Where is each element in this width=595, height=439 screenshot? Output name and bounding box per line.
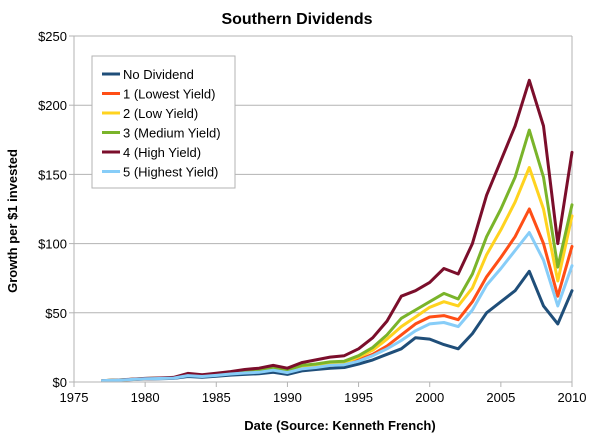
y-tick-label: $200	[38, 98, 67, 113]
y-tick-label: $150	[38, 167, 67, 182]
chart-title: Southern Dividends	[221, 11, 372, 28]
legend-label: 5 (Highest Yield)	[123, 165, 218, 180]
x-tick-label: 2000	[415, 390, 444, 405]
x-tick-label: 1995	[344, 390, 373, 405]
legend-label: No Dividend	[123, 67, 194, 82]
y-tick-label: $50	[45, 306, 67, 321]
series-line-6	[101, 231, 574, 383]
tick-labels: $0 $50 $100 $150 $200 $250 1975 1980 1985 1990 199…	[38, 29, 586, 405]
legend: No Dividend 1 (Lowest Yield) 2 (Low Yield)…	[91, 55, 236, 189]
x-tick-label: 1990	[273, 390, 302, 405]
y-axis-title: Growth per $1 invested	[5, 149, 20, 293]
y-tick-label: $100	[38, 237, 67, 252]
x-tick-label: 1980	[131, 390, 160, 405]
series-lines	[101, 78, 574, 383]
legend-label: 2 (Low Yield)	[123, 106, 198, 121]
axes	[69, 35, 573, 387]
x-tick-label: 2010	[558, 390, 587, 405]
legend-label: 1 (Lowest Yield)	[123, 87, 216, 102]
x-axis-title: Date (Source: Kenneth French)	[244, 418, 435, 433]
legend-label: 3 (Medium Yield)	[123, 126, 221, 141]
x-tick-label: 2005	[486, 390, 515, 405]
x-tick-label: 1975	[60, 390, 89, 405]
x-tick-label: 1985	[202, 390, 231, 405]
legend-box	[91, 55, 236, 189]
y-tick-label: $250	[38, 29, 67, 44]
legend-label: 4 (High Yield)	[123, 145, 201, 160]
y-tick-label: $0	[53, 375, 67, 390]
